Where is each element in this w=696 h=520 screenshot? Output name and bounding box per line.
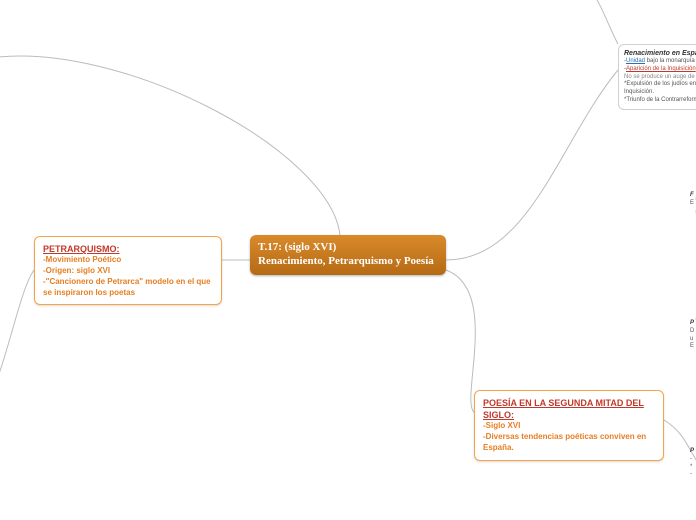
renacimiento-title: Renacimiento en España: xyxy=(624,49,696,58)
central-title-line1: T.17: (siglo XVI) xyxy=(258,241,438,255)
renacimiento-line6: *Triunfo de la Contrarreforma xyxy=(624,97,696,105)
renacimiento-line4: *Expulsión de los judíos en xyxy=(624,81,696,89)
poesia-node[interactable]: POESÍA EN LA SEGUNDA MITAD DEL SIGLO: -S… xyxy=(474,390,664,461)
petrarquismo-line3: -"Cancionero de Petrarca" modelo en el q… xyxy=(43,277,213,299)
poesia-line2: -Diversas tendencias poéticas conviven e… xyxy=(483,432,655,454)
petrarquismo-node[interactable]: PETRARQUISMO: -Movimiento Poético -Orige… xyxy=(34,236,222,305)
renacimiento-line2: No se produce un auge de xyxy=(624,74,696,82)
poesia-line1: -Siglo XVI xyxy=(483,421,655,432)
cut-node-right-3: P - * - xyxy=(690,448,696,479)
renacimiento-line1: -Unidad bajo la monarquía de xyxy=(624,58,696,66)
cut-node-left: . xyxy=(0,395,10,403)
poesia-title: POESÍA EN LA SEGUNDA MITAD DEL SIGLO: xyxy=(483,397,655,421)
cut-node-right-2: P D u E xyxy=(690,320,696,351)
renacimiento-line5: Inquisición. xyxy=(624,89,696,97)
petrarquismo-line1: -Movimiento Poético xyxy=(43,255,213,266)
renacimiento-line3: -Aparición de la Inquisición xyxy=(624,66,696,74)
cut-node-right-1: F E xyxy=(690,192,696,208)
central-node[interactable]: T.17: (siglo XVI) Renacimiento, Petrarqu… xyxy=(250,235,446,275)
renacimiento-node[interactable]: Renacimiento en España: -Unidad bajo la … xyxy=(618,44,696,110)
petrarquismo-title: PETRARQUISMO: xyxy=(43,243,213,255)
petrarquismo-line2: -Origen: siglo XVI xyxy=(43,266,213,277)
central-title-line2: Renacimiento, Petrarquismo y Poesía xyxy=(258,255,438,269)
